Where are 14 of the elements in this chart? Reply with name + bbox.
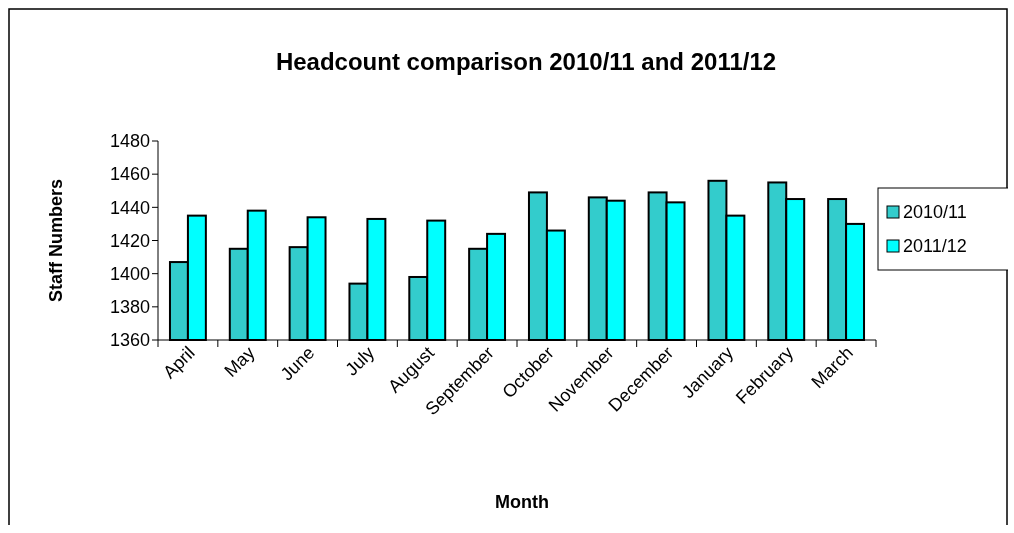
y-tick-label: 1420 xyxy=(109,230,150,251)
y-axis-title: Staff Numbers xyxy=(46,178,66,303)
legend-label: 2010/11 xyxy=(903,202,967,223)
y-tick-label: 1480 xyxy=(109,131,150,152)
x-axis-title: Month xyxy=(495,492,549,512)
y-tick-label: 1400 xyxy=(109,263,150,284)
y-tick-label: 1360 xyxy=(109,330,150,351)
y-tick-label: 1380 xyxy=(109,297,150,318)
x-tick-label: July xyxy=(341,342,379,380)
x-tick-label: May xyxy=(220,342,259,381)
y-tick-label: 1460 xyxy=(109,164,150,185)
legend-label: 2011/12 xyxy=(903,236,967,257)
chart-title: Headcount comparison 2010/11 and 2011/12 xyxy=(275,48,777,75)
y-tick-label: 1440 xyxy=(109,197,150,218)
